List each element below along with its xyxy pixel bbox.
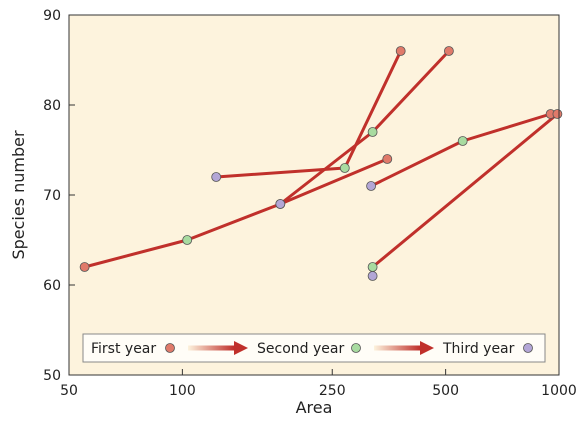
legend-marker-first-year — [165, 343, 175, 353]
x-tick-label-50: 50 — [60, 383, 78, 399]
legend-arrow-head-2 — [420, 341, 434, 355]
x-tick-label-500: 500 — [432, 383, 459, 399]
plot-background — [69, 15, 559, 375]
series-line-1 — [83, 157, 389, 269]
data-point-5-1 — [367, 271, 378, 281]
legend-label-first-year: First year — [91, 341, 156, 357]
y-tick-label-50: 50 — [43, 368, 61, 384]
data-point-2-1 — [275, 199, 286, 209]
legend-label-third-year: Third year — [442, 341, 515, 357]
x-tick-label-100: 100 — [169, 383, 196, 399]
y-tick-label-80: 80 — [43, 98, 61, 114]
legend: First year Second year Third year — [82, 333, 546, 363]
data-point-1-4 — [382, 154, 393, 164]
data-points — [79, 46, 563, 281]
y-tick-label-60: 60 — [43, 278, 61, 294]
legend-arrow-head-1 — [234, 341, 248, 355]
x-tick-label-250: 250 — [319, 383, 346, 399]
x-tick-label-1000: 1000 — [541, 383, 577, 399]
data-point-1-1 — [79, 262, 90, 272]
data-point-4-2 — [457, 136, 468, 146]
legend-marker-third-year — [523, 343, 533, 353]
data-point-5-3 — [552, 109, 563, 119]
data-point-3-3 — [395, 46, 406, 56]
data-point-1-2 — [182, 235, 193, 245]
legend-arrow-shaft-1 — [188, 345, 234, 351]
legend-marker-second-year — [351, 343, 361, 353]
data-point-2-3 — [443, 46, 454, 56]
data-point-4-1 — [366, 181, 377, 191]
data-point-5-2 — [367, 262, 378, 272]
legend-box — [82, 333, 546, 363]
x-axis-label: Area — [296, 398, 333, 417]
data-point-3-2 — [339, 163, 350, 173]
y-tick-label-70: 70 — [43, 188, 61, 204]
data-point-2-2 — [367, 127, 378, 137]
legend-label-second-year: Second year — [257, 341, 344, 357]
y-tick-label-90: 90 — [43, 8, 61, 24]
data-point-3-1 — [211, 172, 222, 182]
y-axis-label: Species number — [9, 130, 28, 260]
y-axis: 50 60 70 80 90 — [43, 8, 75, 384]
x-axis: 50 100 250 500 1000 — [60, 369, 577, 399]
legend-arrow-shaft-2 — [374, 345, 420, 351]
